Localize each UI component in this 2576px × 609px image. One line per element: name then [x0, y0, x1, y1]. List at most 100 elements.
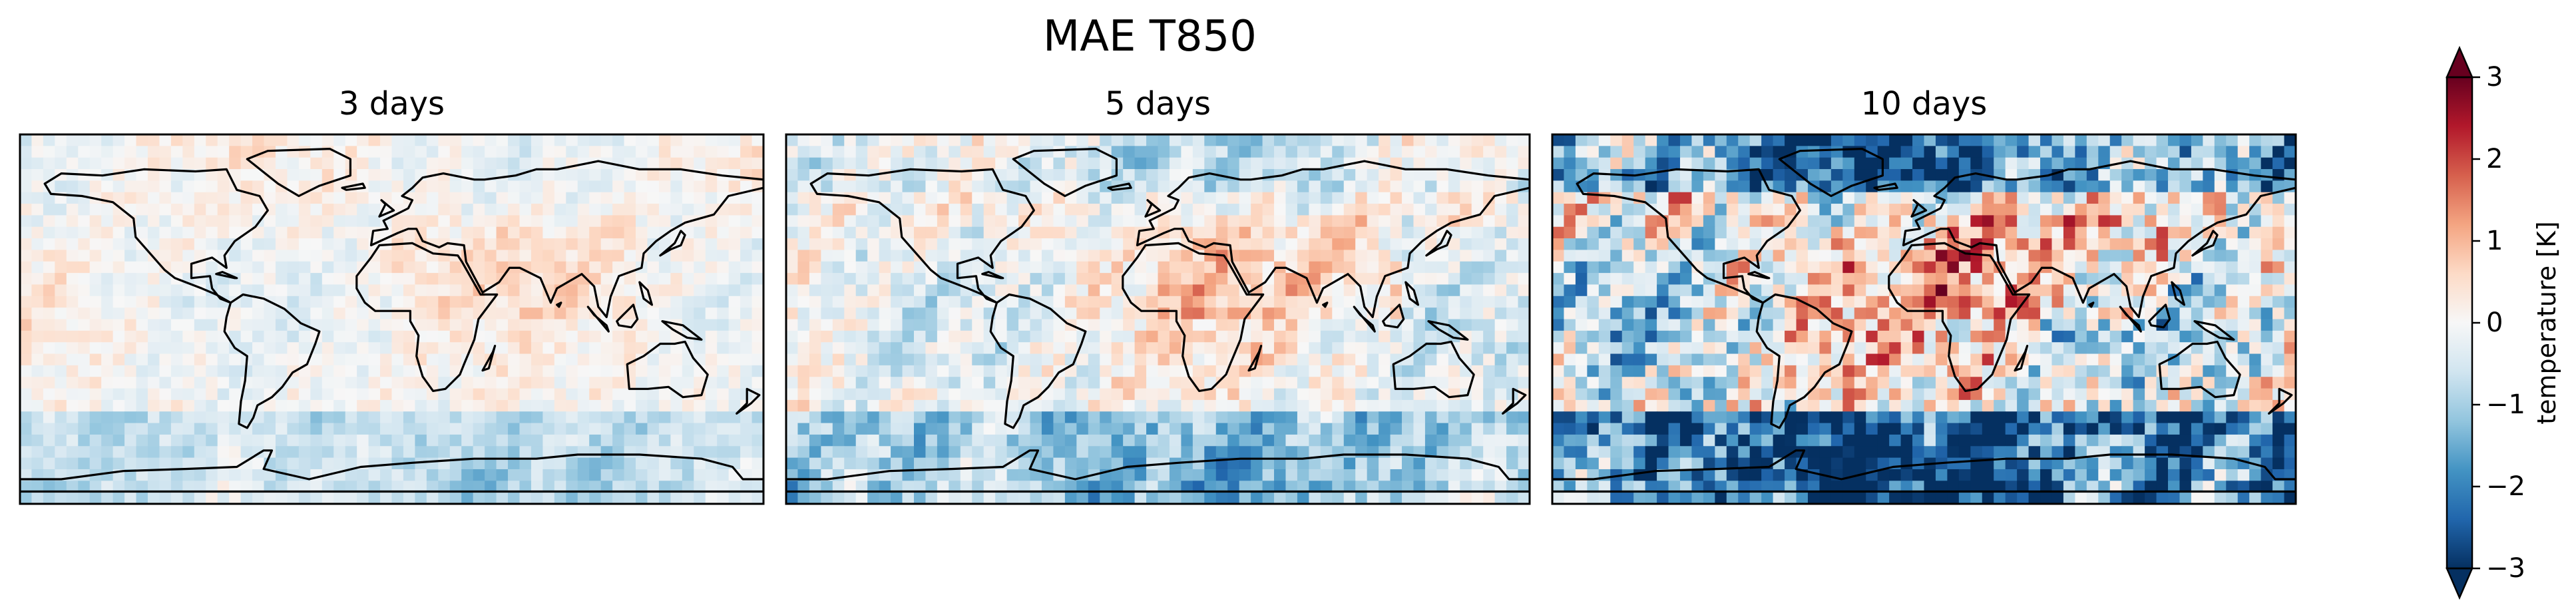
grid-cell: [867, 319, 880, 331]
grid-cell: [577, 469, 590, 481]
grid-cell: [252, 134, 265, 146]
grid-cell: [1158, 330, 1170, 343]
grid-cell: [960, 342, 972, 355]
grid-cell: [206, 411, 218, 424]
grid-cell: [1749, 204, 1762, 216]
grid-cell: [1390, 423, 1402, 435]
grid-cell: [287, 134, 300, 146]
grid-cell: [867, 180, 880, 193]
grid-cell: [43, 192, 55, 204]
grid-cell: [1064, 411, 1077, 424]
grid-cell: [1679, 273, 1693, 286]
grid-cell: [345, 204, 357, 216]
grid-cell: [867, 399, 880, 412]
grid-cell: [473, 457, 485, 470]
grid-cell: [867, 481, 880, 493]
grid-cell: [670, 157, 683, 170]
grid-cell: [1703, 261, 1715, 274]
grid-cell: [913, 353, 927, 366]
grid-cell: [949, 457, 961, 470]
grid-cell: [1518, 353, 1530, 366]
grid-cell: [1448, 330, 1460, 343]
grid-cell: [1668, 192, 1681, 204]
grid-cell: [1041, 169, 1054, 181]
grid-cell: [1390, 365, 1402, 377]
grid-cell: [194, 457, 206, 470]
grid-cell: [368, 469, 381, 481]
grid-cell: [1204, 423, 1217, 435]
grid-cell: [1518, 399, 1530, 412]
grid-cell: [252, 250, 265, 262]
grid-cell: [1355, 250, 1368, 262]
grid-cell: [751, 284, 763, 297]
grid-cell: [1575, 192, 1588, 204]
grid-cell: [1158, 342, 1170, 355]
grid-cell: [2249, 261, 2262, 274]
grid-cell: [949, 377, 961, 389]
grid-cell: [473, 238, 485, 251]
grid-cell: [1285, 457, 1298, 470]
grid-cell: [1158, 250, 1170, 262]
grid-cell: [182, 492, 195, 504]
grid-cell: [1854, 215, 1866, 228]
grid-cell: [1518, 377, 1530, 389]
grid-cell: [461, 146, 474, 158]
grid-cell: [891, 388, 903, 401]
grid-cell: [380, 261, 393, 274]
grid-cell: [740, 134, 753, 146]
grid-cell: [1796, 180, 1809, 193]
grid-cell: [1448, 353, 1460, 366]
grid-cell: [1958, 204, 1971, 216]
grid-cell: [925, 457, 938, 470]
grid-cell: [1204, 250, 1217, 262]
grid-cell: [913, 273, 927, 286]
grid-cell: [264, 169, 276, 181]
grid-cell: [1866, 250, 1878, 262]
grid-cell: [1088, 192, 1100, 204]
grid-cell: [1146, 434, 1159, 447]
grid-cell: [1483, 284, 1496, 297]
grid-cell: [322, 134, 334, 146]
grid-cell: [1668, 273, 1681, 286]
grid-cell: [995, 411, 1008, 424]
grid-cell: [1402, 353, 1414, 366]
grid-cell: [636, 457, 648, 470]
grid-cell: [937, 411, 949, 424]
grid-cell: [206, 169, 218, 181]
grid-cell: [1506, 457, 1519, 470]
grid-cell: [949, 434, 961, 447]
grid-cell: [1111, 192, 1124, 204]
grid-cell: [1006, 192, 1019, 204]
grid-cell: [891, 492, 903, 504]
grid-cell: [1912, 146, 1925, 158]
grid-cell: [531, 365, 543, 377]
grid-cell: [960, 399, 972, 412]
grid-cell: [357, 342, 369, 355]
grid-cell: [1320, 388, 1333, 401]
grid-cell: [2214, 204, 2227, 216]
grid-cell: [937, 307, 949, 320]
grid-cell: [694, 192, 706, 204]
grid-cell: [2109, 250, 2122, 262]
grid-cell: [1297, 481, 1309, 493]
grid-cell: [182, 319, 195, 331]
grid-cell: [2040, 226, 2053, 239]
coastline: [809, 168, 1035, 304]
grid-cell: [170, 423, 183, 435]
grid-cell: [1100, 377, 1112, 389]
grid-cell: [508, 146, 521, 158]
grid-cell: [542, 423, 555, 435]
grid-cell: [194, 296, 206, 308]
grid-cell: [1390, 273, 1402, 286]
grid-cell: [194, 469, 206, 481]
grid-cell: [426, 273, 439, 286]
grid-cell: [740, 157, 753, 170]
grid-cell: [1053, 457, 1066, 470]
grid-cell: [1088, 169, 1100, 181]
grid-cell: [1309, 180, 1321, 193]
grid-cell: [855, 342, 868, 355]
grid-cell: [112, 399, 125, 412]
grid-cell: [925, 377, 938, 389]
grid-cell: [1123, 434, 1136, 447]
